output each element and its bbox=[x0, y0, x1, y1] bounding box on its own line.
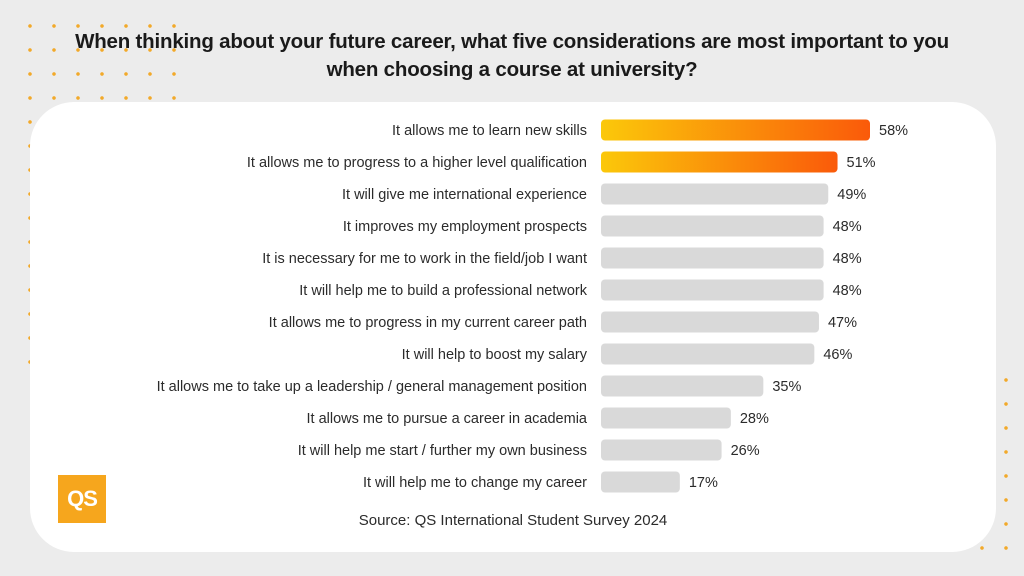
bar bbox=[601, 375, 764, 397]
chart-card: It allows me to learn new skills 58% It al… bbox=[30, 102, 996, 552]
value-label: 48% bbox=[833, 283, 862, 299]
bar bbox=[601, 247, 824, 269]
category-label: It will give me international experience bbox=[342, 187, 587, 203]
category-label: It will help me to change my career bbox=[363, 475, 587, 491]
category-label: It allows me to progress in my current c… bbox=[269, 315, 587, 331]
category-label: It improves my employment prospects bbox=[343, 219, 587, 235]
value-label: 28% bbox=[740, 411, 769, 427]
value-label: 17% bbox=[689, 475, 718, 491]
value-label: 26% bbox=[731, 443, 760, 459]
category-label: It allows me to progress to a higher lev… bbox=[247, 155, 587, 171]
bar bbox=[601, 343, 815, 365]
category-label: It is necessary for me to work in the fi… bbox=[262, 251, 587, 267]
value-label: 48% bbox=[833, 251, 862, 267]
bar bbox=[601, 215, 824, 237]
bar bbox=[601, 311, 819, 333]
bar bbox=[601, 407, 731, 429]
qs-logo: QS bbox=[58, 475, 106, 523]
value-label: 58% bbox=[879, 123, 908, 139]
value-label: 46% bbox=[823, 347, 852, 363]
value-label: 48% bbox=[833, 219, 862, 235]
value-label: 47% bbox=[828, 315, 857, 331]
category-label: It allows me to pursue a career in acade… bbox=[307, 411, 588, 427]
bar bbox=[601, 279, 824, 301]
category-label: It will help me to build a professional … bbox=[299, 283, 587, 299]
bar-chart: It allows me to learn new skills 58% It al… bbox=[157, 119, 908, 493]
value-label: 35% bbox=[772, 379, 801, 395]
bar bbox=[601, 183, 829, 205]
bar bbox=[601, 119, 870, 141]
chart-title: When thinking about your future career, … bbox=[75, 30, 949, 81]
category-label: It will help to boost my salary bbox=[402, 347, 588, 363]
category-label: It allows me to learn new skills bbox=[392, 123, 587, 139]
value-label: 51% bbox=[847, 155, 876, 171]
bar bbox=[601, 439, 722, 461]
value-label: 49% bbox=[837, 187, 866, 203]
category-label: It allows me to take up a leadership / g… bbox=[157, 379, 587, 395]
category-label: It will help me start / further my own b… bbox=[298, 443, 587, 459]
logo-text: QS bbox=[67, 486, 98, 511]
bar bbox=[601, 471, 680, 493]
bar bbox=[601, 151, 838, 173]
source-note: Source: QS International Student Survey … bbox=[358, 512, 668, 529]
